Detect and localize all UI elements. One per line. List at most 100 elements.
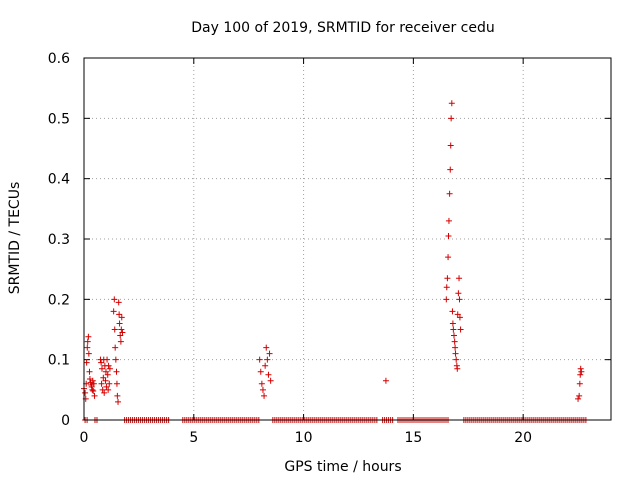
data-point [258,380,265,387]
data-point [454,311,461,318]
data-point [82,389,89,396]
data-point [447,142,454,149]
data-point [84,344,91,351]
data-point [456,275,463,282]
data-point [104,356,111,363]
data-point [100,374,107,381]
data-point [262,362,269,369]
ticks: 0 5 10 15 20 0 0.1 0.2 0.3 0.4 0.5 0.6 [48,51,611,446]
data-point [577,365,584,372]
data-point [85,350,92,357]
data-point [91,392,98,399]
y-tick-label: 0.6 [48,51,70,67]
data-point [102,368,109,375]
data-point [449,308,456,315]
data-points [81,100,585,405]
data-point [451,338,458,345]
data-point [267,377,274,384]
data-point [576,380,583,387]
data-point [115,398,122,405]
data-point [99,386,106,393]
data-point [105,362,112,369]
x-tick-label: 0 [80,430,89,446]
data-point [456,296,463,303]
data-point [117,338,124,345]
data-point [450,326,457,333]
data-point [111,326,118,333]
data-point [446,190,453,197]
data-point [264,356,271,363]
data-point [104,371,111,378]
chart-title: Day 100 of 2019, SRMTID for receiver ced… [191,20,494,36]
data-point [449,320,456,327]
data-point [448,115,455,122]
data-point [117,332,124,339]
data-point [98,380,105,387]
y-tick-label: 0.5 [48,111,70,127]
x-tick-label: 20 [514,430,532,446]
data-point [445,254,452,261]
data-point [256,356,263,363]
data-point [106,380,113,387]
data-point [102,377,109,384]
data-point [113,368,120,375]
data-point [457,326,464,333]
data-point [453,356,460,363]
data-point [85,333,92,340]
data-point [86,368,93,375]
data-point [98,359,105,366]
data-point [263,344,270,351]
data-point [83,359,90,366]
data-point [576,392,583,399]
data-point [265,371,272,378]
x-tick-label: 10 [295,430,313,446]
data-point [445,217,452,224]
data-point [450,332,457,339]
data-point [89,386,96,393]
data-point [90,380,97,387]
x-tick-label: 15 [404,430,422,446]
data-point [445,232,452,239]
data-point [115,299,122,306]
data-point [116,311,123,318]
data-point [90,388,97,395]
data-point [99,365,106,372]
x-axis-label: GPS time / hours [284,459,401,475]
data-point [103,383,110,390]
data-point [112,356,119,363]
data-point [110,308,117,315]
data-point [114,392,121,399]
data-point [452,344,459,351]
y-tick-label: 0.3 [48,232,70,248]
data-point [443,296,450,303]
data-point [454,365,461,372]
data-point [452,350,459,357]
data-point [113,380,120,387]
data-point [101,389,108,396]
data-point [447,166,454,173]
x-tick-label: 5 [189,430,198,446]
data-point [119,329,126,336]
y-tick-label: 0.4 [48,172,70,188]
data-point [89,377,96,384]
data-point [112,344,119,351]
data-point [118,326,125,333]
plot-frame [83,57,612,421]
data-point [259,386,266,393]
data-point [111,296,118,303]
data-point [382,377,389,384]
data-point [105,386,112,393]
data-point [448,100,455,107]
y-axis-label: SRMTID / TECUs [7,182,23,295]
data-point [456,314,463,321]
data-point [261,392,268,399]
data-point [575,395,582,402]
data-point [443,284,450,291]
data-point [444,275,451,282]
y-tick-label: 0 [61,413,70,429]
data-point [118,314,125,321]
y-tick-label: 0.2 [48,292,70,308]
data-point [106,365,113,372]
data-point [578,368,585,375]
